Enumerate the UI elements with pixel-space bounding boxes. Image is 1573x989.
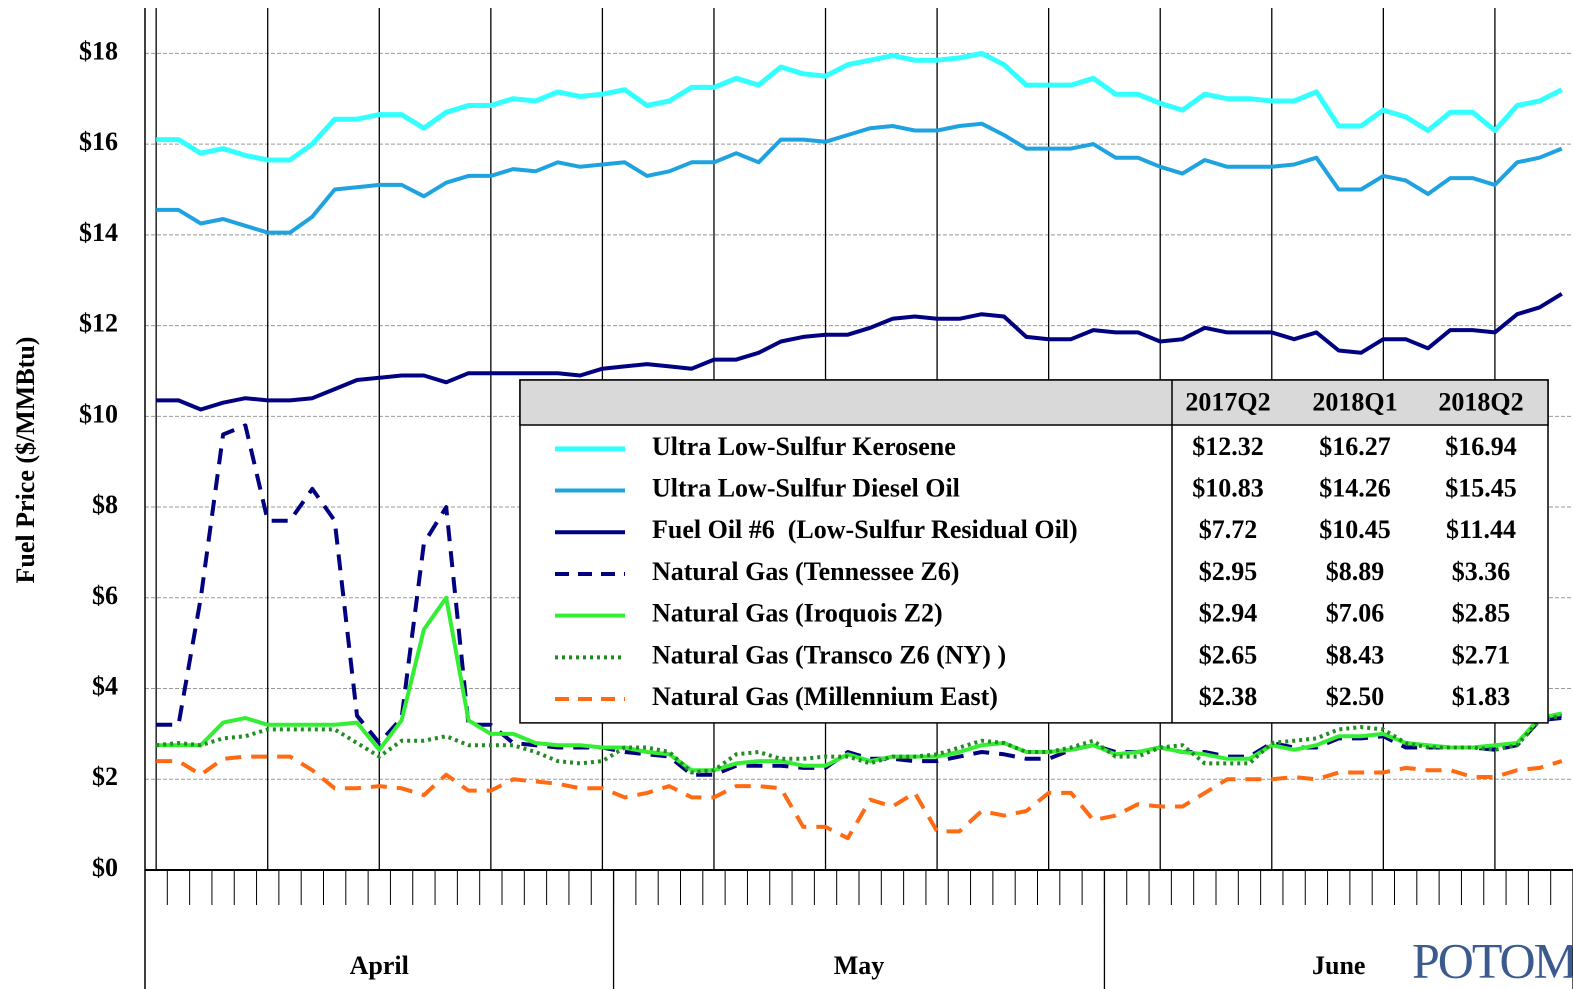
- legend-value: $2.94: [1199, 599, 1258, 628]
- series-line: [156, 121, 1563, 235]
- legend-value: $8.89: [1326, 557, 1385, 586]
- month-label: June: [1312, 951, 1365, 980]
- y-tick-label: $18: [79, 36, 118, 65]
- legend-value: $16.94: [1445, 432, 1517, 461]
- legend-column-header: 2018Q2: [1438, 387, 1523, 416]
- legend-value: $14.26: [1319, 474, 1391, 503]
- legend-value: $15.45: [1445, 474, 1517, 503]
- series-line: [156, 50, 1563, 163]
- y-tick-label: $0: [92, 853, 118, 882]
- series-line: [156, 292, 1563, 412]
- legend-label: Ultra Low-Sulfur Kerosene: [652, 432, 956, 461]
- logo: POTOMAC: [1412, 932, 1573, 988]
- legend-value: $2.85: [1452, 599, 1511, 628]
- legend-column-header: 2018Q1: [1312, 387, 1397, 416]
- series-line: [156, 423, 1563, 777]
- legend-value: $2.65: [1199, 640, 1258, 669]
- legend-value: $8.43: [1326, 640, 1385, 669]
- series-line: [156, 595, 1563, 773]
- legend-value: $12.32: [1192, 432, 1264, 461]
- legend-value: $2.71: [1452, 640, 1511, 669]
- month-label: May: [834, 951, 885, 980]
- y-tick-label: $4: [92, 671, 118, 700]
- series-line: [156, 754, 1563, 841]
- month-label: April: [350, 951, 409, 980]
- y-tick-label: $10: [79, 399, 118, 428]
- legend-value: $16.27: [1319, 432, 1391, 461]
- legend-value: $1.83: [1452, 682, 1511, 711]
- legend-header: [519, 379, 1549, 426]
- legend-value: $2.50: [1326, 682, 1385, 711]
- y-tick-label: $2: [92, 762, 118, 791]
- legend-value: $7.72: [1199, 515, 1258, 544]
- legend-column-header: 2017Q2: [1185, 387, 1270, 416]
- legend-value: $10.83: [1192, 474, 1264, 503]
- legend-label: Fuel Oil #6 (Low-Sulfur Residual Oil): [652, 515, 1078, 544]
- legend-value: $10.45: [1319, 515, 1391, 544]
- y-tick-label: $16: [79, 127, 118, 156]
- legend-label: Natural Gas (Iroquois Z2): [652, 599, 943, 628]
- y-axis-title: Fuel Price ($/MMBtu): [11, 337, 40, 584]
- legend-value: $11.44: [1446, 515, 1516, 544]
- legend-table: [519, 379, 1549, 724]
- legend-value: $2.95: [1199, 557, 1258, 586]
- legend-label: Natural Gas (Tennessee Z6): [652, 557, 959, 586]
- y-tick-label: $14: [79, 218, 118, 247]
- y-tick-label: $6: [92, 581, 118, 610]
- legend-value: $7.06: [1326, 599, 1385, 628]
- legend-label: Natural Gas (Transco Z6 (NY) ): [652, 640, 1006, 669]
- legend-label: Natural Gas (Millennium East): [652, 682, 998, 711]
- legend-value: $2.38: [1199, 682, 1258, 711]
- legend-value: $3.36: [1452, 557, 1511, 586]
- y-tick-label: $12: [79, 309, 118, 338]
- y-tick-label: $8: [92, 490, 118, 519]
- legend-label: Ultra Low-Sulfur Diesel Oil: [652, 474, 960, 503]
- series-line: [156, 713, 1563, 775]
